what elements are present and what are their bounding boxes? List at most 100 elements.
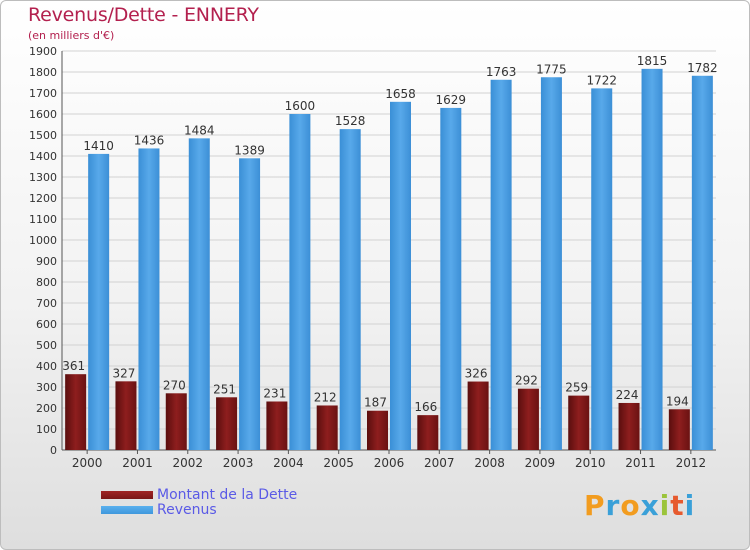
logo-letter: i xyxy=(684,489,696,522)
data-label-revenue: 1629 xyxy=(436,93,467,107)
bar-debt xyxy=(266,401,288,450)
bar-debt xyxy=(165,393,187,450)
bar-revenue xyxy=(490,79,512,451)
data-label-revenue: 1436 xyxy=(134,133,165,147)
y-tick-label: 1800 xyxy=(29,66,57,79)
data-label-revenue: 1528 xyxy=(335,114,366,128)
y-tick-label: 1500 xyxy=(29,129,57,142)
bar-debt xyxy=(568,395,590,450)
data-label-revenue: 1722 xyxy=(586,73,617,87)
x-tick-label: 2007 xyxy=(424,456,455,470)
bar-revenue xyxy=(289,114,311,450)
data-label-debt: 361 xyxy=(62,359,85,373)
y-tick-label: 1100 xyxy=(29,213,57,226)
bar-debt xyxy=(417,415,439,450)
data-label-debt: 166 xyxy=(414,400,437,414)
bar-debt xyxy=(367,410,388,450)
y-tick-label: 700 xyxy=(36,297,57,310)
legend-label-debt: Montant de la Dette xyxy=(157,486,298,503)
y-tick-label: 400 xyxy=(36,360,57,373)
data-label-debt: 194 xyxy=(666,394,689,408)
legend: Montant de la Dette Revenus xyxy=(101,486,298,518)
legend-swatch-revenue xyxy=(101,505,153,514)
x-tick-label: 2004 xyxy=(273,456,304,470)
y-tick-label: 300 xyxy=(36,381,57,394)
bar-revenue xyxy=(591,88,613,450)
y-tick-label: 200 xyxy=(36,402,57,415)
x-tick-label: 2011 xyxy=(625,456,656,470)
bar-revenue xyxy=(239,158,261,450)
logo-letter: r xyxy=(605,489,621,522)
x-tick-label: 2010 xyxy=(575,456,606,470)
data-label-revenue: 1763 xyxy=(486,65,517,79)
data-label-debt: 326 xyxy=(465,367,488,381)
data-label-debt: 224 xyxy=(616,388,639,402)
chart-subtitle: (en milliers d'€) xyxy=(28,29,115,42)
bar-revenue xyxy=(641,68,663,450)
data-label-revenue: 1410 xyxy=(83,139,114,153)
data-label-debt: 212 xyxy=(314,390,337,404)
bar-revenue xyxy=(138,148,160,450)
data-label-debt: 251 xyxy=(213,382,236,396)
data-label-revenue: 1775 xyxy=(536,62,567,76)
bar-revenue xyxy=(440,107,462,450)
bar-debt xyxy=(517,388,539,450)
bar-revenue xyxy=(691,75,713,450)
data-label-debt: 327 xyxy=(113,366,136,380)
bar-debt xyxy=(668,409,690,450)
legend-swatch-debt xyxy=(101,490,153,499)
legend-label-revenue: Revenus xyxy=(157,501,217,518)
y-tick-label: 600 xyxy=(36,318,57,331)
legend-item-debt: Montant de la Dette xyxy=(101,486,298,503)
chart-title: Revenus/Dette - ENNERY xyxy=(28,4,259,26)
logo-letter: x xyxy=(640,489,660,522)
logo-letter: o xyxy=(620,489,641,522)
y-tick-label: 1300 xyxy=(29,171,57,184)
data-label-revenue: 1782 xyxy=(687,61,718,75)
bar-revenue xyxy=(339,129,361,450)
data-label-revenue: 1658 xyxy=(385,87,416,101)
x-tick-label: 2008 xyxy=(474,456,505,470)
x-tick-label: 2005 xyxy=(323,456,354,470)
data-label-debt: 187 xyxy=(364,396,387,410)
x-tick-label: 2009 xyxy=(525,456,556,470)
legend-item-revenue: Revenus xyxy=(101,501,297,518)
data-label-debt: 292 xyxy=(515,374,538,388)
bar-revenue xyxy=(88,153,110,450)
x-tick-label: 2003 xyxy=(223,456,254,470)
data-label-debt: 259 xyxy=(565,381,588,395)
bar-revenue xyxy=(390,101,411,450)
data-label-revenue: 1815 xyxy=(637,54,668,68)
y-tick-label: 900 xyxy=(36,255,57,268)
logo-letter: t xyxy=(670,489,685,522)
data-label-revenue: 1600 xyxy=(285,99,316,113)
bar-revenue xyxy=(188,138,210,451)
data-label-revenue: 1389 xyxy=(234,143,265,157)
logo-letter: P xyxy=(584,489,606,522)
proxiti-logo: Proxiti xyxy=(584,489,695,522)
data-label-debt: 231 xyxy=(263,386,286,400)
bar-debt xyxy=(316,405,338,450)
bar-debt xyxy=(618,402,640,450)
y-tick-label: 800 xyxy=(36,276,57,289)
y-tick-label: 100 xyxy=(36,423,57,436)
bar-debt xyxy=(115,381,137,450)
bar-revenue xyxy=(540,77,562,450)
data-label-revenue: 1484 xyxy=(184,123,215,137)
x-tick-label: 2000 xyxy=(72,456,103,470)
y-tick-label: 1200 xyxy=(29,192,57,205)
y-tick-label: 1600 xyxy=(29,108,57,121)
bar-debt xyxy=(467,381,489,450)
x-tick-label: 2001 xyxy=(122,456,153,470)
y-tick-label: 1700 xyxy=(29,87,57,100)
y-tick-label: 500 xyxy=(36,339,57,352)
x-tick-label: 2012 xyxy=(676,456,707,470)
x-tick-label: 2006 xyxy=(374,456,405,470)
y-tick-label: 1400 xyxy=(29,150,57,163)
bar-debt xyxy=(216,397,238,450)
data-label-debt: 270 xyxy=(163,378,186,392)
bar-debt xyxy=(65,374,87,450)
x-tick-label: 2002 xyxy=(172,456,203,470)
